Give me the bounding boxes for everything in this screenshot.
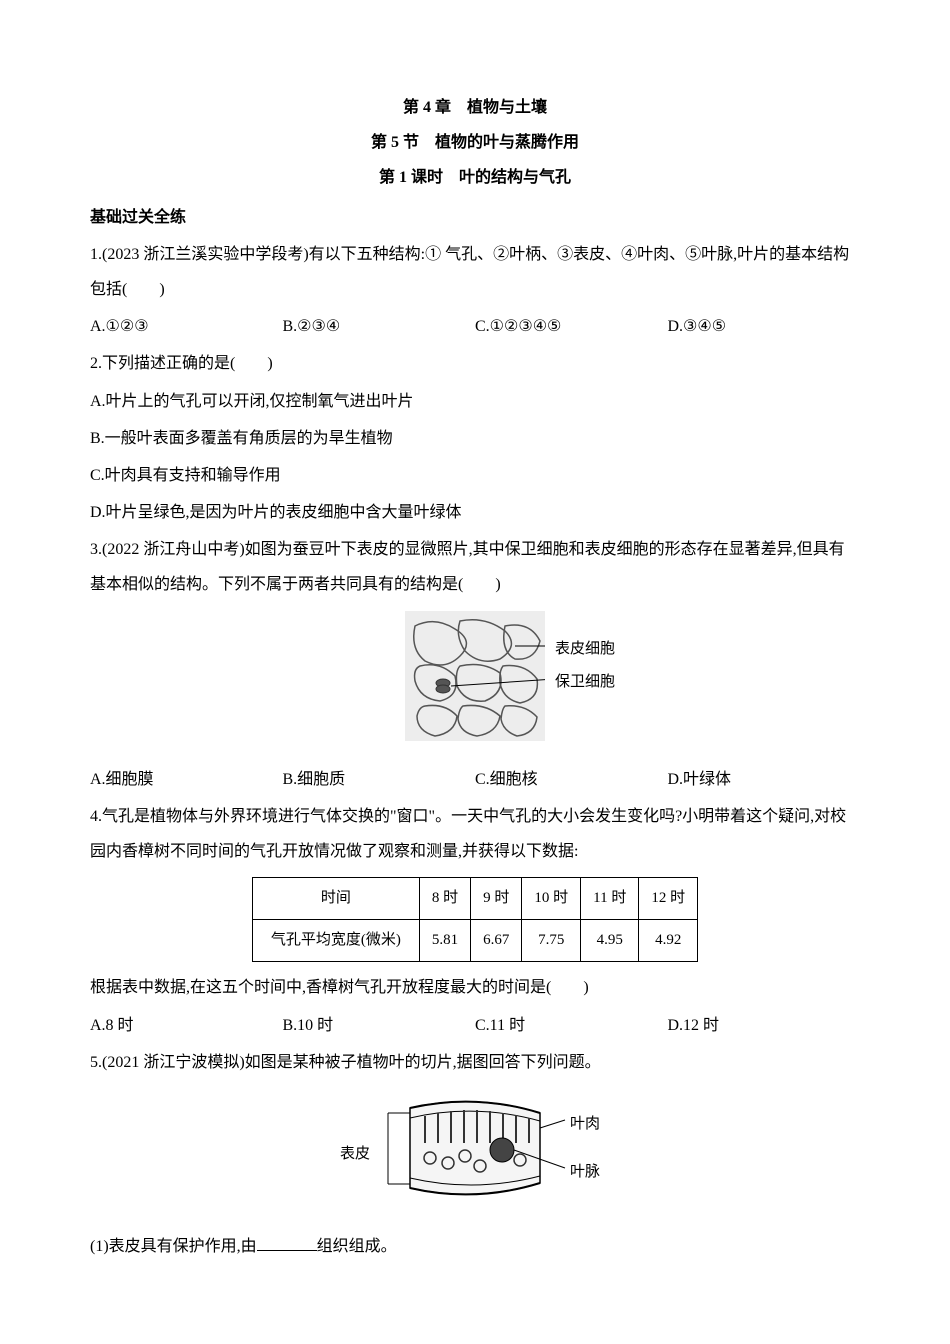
q3-label-epidermis-cell: 表皮细胞 (555, 633, 615, 666)
q5-figure: 表皮 叶肉 叶脉 (90, 1088, 860, 1221)
q4-text: 4.气孔是植物体与外界环境进行气体交换的"窗口"。一天中气孔的大小会发生变化吗?… (90, 808, 846, 860)
td-v0: 5.81 (419, 920, 470, 962)
q3-optC: C.细胞核 (475, 762, 668, 797)
chapter-title: 第 4 章 植物与土壤 (90, 90, 860, 125)
q2-optA: A.叶片上的气孔可以开闭,仅控制氧气进出叶片 (90, 384, 860, 419)
q1-optD: D.③④⑤ (668, 309, 861, 344)
q3-optB: B.细胞质 (283, 762, 476, 797)
th-10: 10 时 (522, 878, 581, 920)
td-v1: 6.67 (471, 920, 522, 962)
q4-optD: D.12 时 (668, 1008, 861, 1043)
q4-table: 时间 8 时 9 时 10 时 11 时 12 时 气孔平均宽度(微米) 5.8… (252, 877, 698, 962)
q3-text: 3.(2022 浙江舟山中考)如图为蚕豆叶下表皮的显微照片,其中保卫细胞和表皮细… (90, 541, 845, 593)
basic-header: 基础过关全练 (90, 200, 860, 235)
q3-figure: 表皮细胞 保卫细胞 (90, 611, 860, 754)
question-1: 1.(2023 浙江兰溪实验中学段考)有以下五种结构:① 气孔、②叶柄、③表皮、… (90, 237, 860, 307)
q5-text: 5.(2021 浙江宁波模拟)如图是某种被子植物叶的切片,据图回答下列问题。 (90, 1054, 601, 1071)
q5-sub1-after: 组织组成。 (317, 1238, 397, 1255)
q3-optA: A.细胞膜 (90, 762, 283, 797)
th-8: 8 时 (419, 878, 470, 920)
q2-optC: C.叶肉具有支持和输导作用 (90, 458, 860, 493)
q3-optD: D.叶绿体 (668, 762, 861, 797)
q1-optA: A.①②③ (90, 309, 283, 344)
question-5: 5.(2021 浙江宁波模拟)如图是某种被子植物叶的切片,据图回答下列问题。 (90, 1045, 860, 1080)
q3-label-guard-cell: 保卫细胞 (555, 666, 615, 699)
q4-optC: C.11 时 (475, 1008, 668, 1043)
q5-label-mesophyll: 叶肉 (570, 1108, 600, 1141)
q3-options: A.细胞膜 B.细胞质 C.细胞核 D.叶绿体 (90, 762, 860, 797)
blank-fill[interactable] (257, 1235, 317, 1251)
table-data-row: 气孔平均宽度(微米) 5.81 6.67 7.75 4.95 4.92 (252, 920, 697, 962)
td-v4: 4.92 (639, 920, 698, 962)
q4-after: 根据表中数据,在这五个时间中,香樟树气孔开放程度最大的时间是( ) (90, 970, 860, 1005)
lesson-title: 第 1 课时 叶的结构与气孔 (90, 160, 860, 195)
q2-text: 2.下列描述正确的是( ) (90, 355, 273, 372)
epidermis-micrograph-icon (405, 611, 545, 741)
td-v2: 7.75 (522, 920, 581, 962)
q4-optB: B.10 时 (283, 1008, 476, 1043)
td-label: 气孔平均宽度(微米) (252, 920, 419, 962)
q5-label-vein: 叶脉 (570, 1156, 600, 1189)
q1-optC: C.①②③④⑤ (475, 309, 668, 344)
question-4: 4.气孔是植物体与外界环境进行气体交换的"窗口"。一天中气孔的大小会发生变化吗?… (90, 799, 860, 869)
table-header-row: 时间 8 时 9 时 10 时 11 时 12 时 (252, 878, 697, 920)
section-title: 第 5 节 植物的叶与蒸腾作用 (90, 125, 860, 160)
q1-text: 1.(2023 浙江兰溪实验中学段考)有以下五种结构:① 气孔、②叶柄、③表皮、… (90, 246, 849, 298)
td-v3: 4.95 (581, 920, 639, 962)
q1-optB: B.②③④ (283, 309, 476, 344)
q2-optB: B.一般叶表面多覆盖有角质层的为旱生植物 (90, 421, 860, 456)
th-11: 11 时 (581, 878, 639, 920)
question-2: 2.下列描述正确的是( ) (90, 346, 860, 381)
q5-sub1: (1)表皮具有保护作用,由 组织组成。 (90, 1229, 860, 1264)
q2-optD: D.叶片呈绿色,是因为叶片的表皮细胞中含大量叶绿体 (90, 495, 860, 530)
th-12: 12 时 (639, 878, 698, 920)
q5-label-epidermis: 表皮 (340, 1138, 370, 1171)
th-9: 9 时 (471, 878, 522, 920)
q1-options: A.①②③ B.②③④ C.①②③④⑤ D.③④⑤ (90, 309, 860, 344)
q5-sub1-before: (1)表皮具有保护作用,由 (90, 1238, 257, 1255)
q4-options: A.8 时 B.10 时 C.11 时 D.12 时 (90, 1008, 860, 1043)
th-time: 时间 (252, 878, 419, 920)
leaf-cross-section-icon (380, 1088, 570, 1208)
question-3: 3.(2022 浙江舟山中考)如图为蚕豆叶下表皮的显微照片,其中保卫细胞和表皮细… (90, 532, 860, 602)
q4-optA: A.8 时 (90, 1008, 283, 1043)
